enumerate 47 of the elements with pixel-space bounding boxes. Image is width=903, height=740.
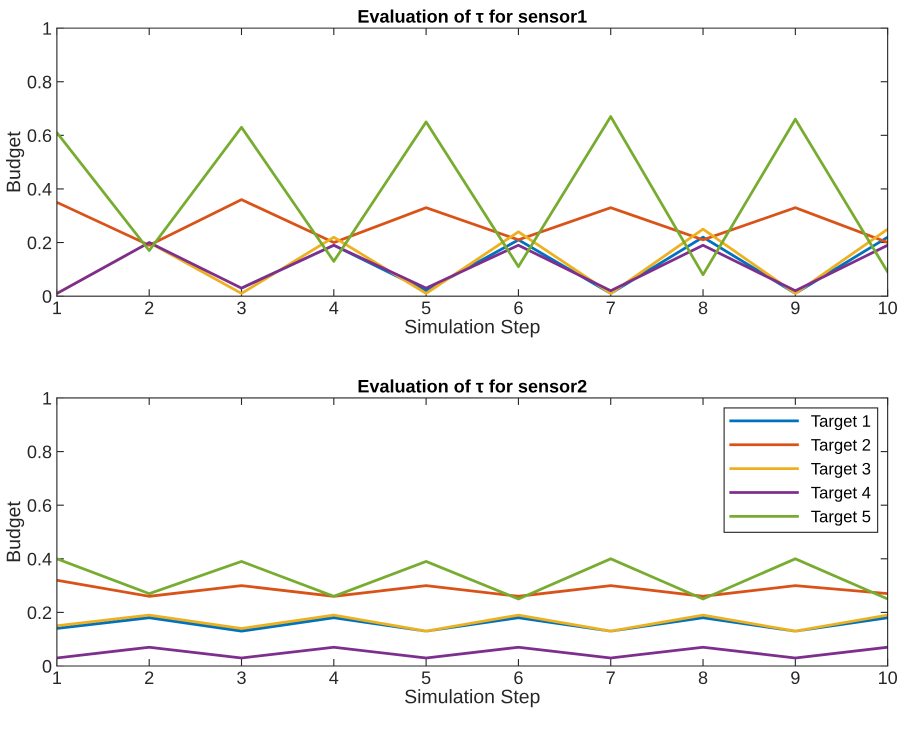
x-tick-label: 9 xyxy=(791,301,800,314)
x-tick-label: 5 xyxy=(422,672,430,684)
x-tick-label: 6 xyxy=(514,671,523,684)
x-axis-title: Simulation Step xyxy=(405,319,540,338)
x-tick-label: 3 xyxy=(237,301,246,314)
x-tick-label: 8 xyxy=(698,671,708,684)
legend-label: Target 1 xyxy=(811,415,870,430)
legend-label: Target 3 xyxy=(811,462,870,478)
x-tick-label: 8 xyxy=(698,301,708,314)
x-tick-label: 2 xyxy=(145,301,154,314)
x-tick-label: 3 xyxy=(237,671,246,684)
x-axis-title: Simulation Step xyxy=(405,689,540,708)
y-tick-label: 0.6 xyxy=(28,499,52,512)
y-tick-label: 1 xyxy=(43,392,52,405)
x-tick-label: 1 xyxy=(53,672,62,684)
y-tick-label: 0.6 xyxy=(28,129,52,142)
y-tick-label: 0.8 xyxy=(28,446,52,458)
legend-label: Target 4 xyxy=(811,486,870,502)
x-tick-label: 9 xyxy=(791,671,800,684)
y-tick-label: 0.2 xyxy=(28,236,52,250)
x-tick-label: 7 xyxy=(606,672,615,684)
y-tick-label: 0.4 xyxy=(28,552,52,566)
x-tick-label: 10 xyxy=(878,301,897,314)
x-tick-label: 7 xyxy=(606,302,615,314)
x-tick-label: 4 xyxy=(329,302,338,314)
x-tick-label: 4 xyxy=(329,672,338,684)
x-tick-label: 6 xyxy=(514,301,523,314)
x-tick-label: 2 xyxy=(145,671,154,684)
y-tick-label: 0 xyxy=(42,290,52,303)
chart-title: Evaluation of τ for sensor1 xyxy=(358,9,587,23)
y-axis-title: Budget xyxy=(6,131,24,192)
line-series xyxy=(56,115,888,276)
x-tick-label: 10 xyxy=(878,671,897,684)
legend-label: Target 2 xyxy=(811,438,870,454)
y-tick-label: 0.2 xyxy=(28,606,52,620)
y-tick-label: 0.8 xyxy=(28,76,52,88)
y-axis-title: Budget xyxy=(6,501,24,562)
x-tick-label: 1 xyxy=(53,302,62,314)
y-tick-label: 0 xyxy=(42,660,52,673)
y-tick-label: 0.4 xyxy=(28,182,52,196)
x-tick-label: 5 xyxy=(422,302,430,314)
line-series xyxy=(56,198,888,247)
legend-label: Target 5 xyxy=(811,510,870,526)
line-series xyxy=(56,557,888,600)
chart-title: Evaluation of τ for sensor2 xyxy=(358,379,586,393)
line-series xyxy=(56,578,888,598)
y-tick-label: 1 xyxy=(43,22,52,35)
